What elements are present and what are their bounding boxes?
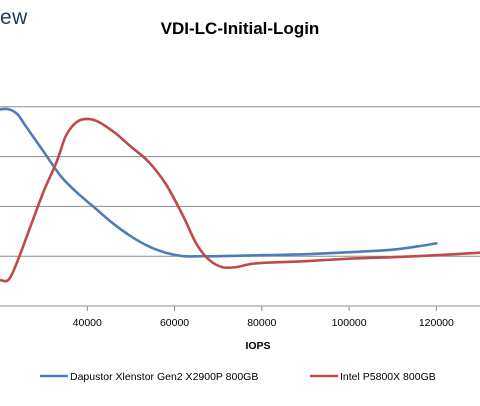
- series-lines: [0, 107, 480, 283]
- series-line-0: [0, 107, 438, 258]
- series-line-1: [0, 117, 480, 283]
- legend-label-1: Intel P5800X 800GB: [340, 371, 436, 383]
- x-tick-label-0: 40000: [73, 317, 102, 329]
- gridlines: [0, 106, 480, 257]
- legend: Dapustor Xlenstor Gen2 X2900P 800GB Intel…: [40, 371, 436, 383]
- x-tick-label-3: 100000: [332, 317, 367, 329]
- x-tick-label-4: 120000: [419, 317, 454, 329]
- chart-title: VDI-LC-Initial-Login: [161, 19, 320, 38]
- logo-text-fragment: ew: [0, 6, 28, 29]
- legend-label-0: Dapustor Xlenstor Gen2 X2900P 800GB: [70, 371, 258, 383]
- x-axis: 40000 60000 80000 100000 120000: [0, 305, 480, 329]
- x-tick-label-1: 60000: [160, 317, 189, 329]
- x-axis-label: IOPS: [245, 340, 270, 352]
- x-tick-label-2: 80000: [247, 317, 276, 329]
